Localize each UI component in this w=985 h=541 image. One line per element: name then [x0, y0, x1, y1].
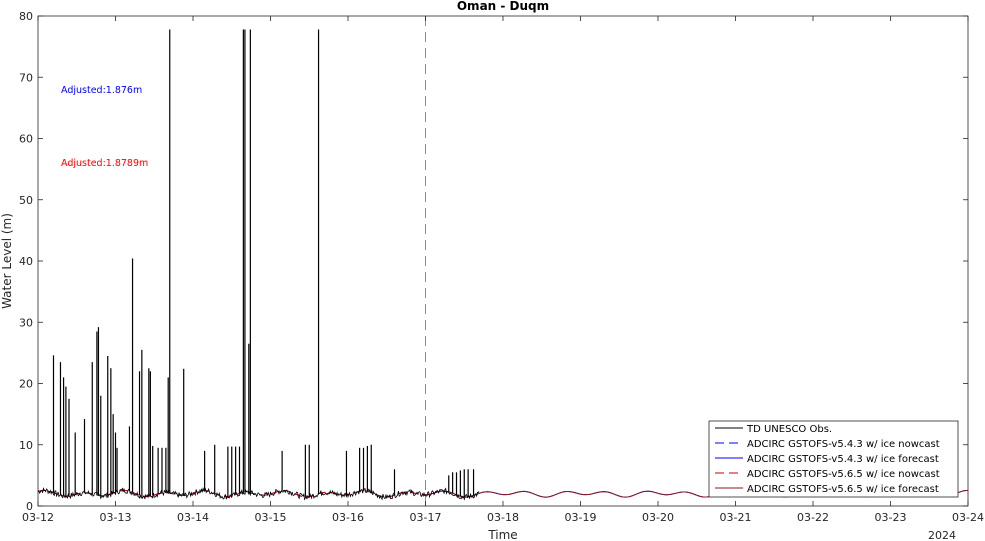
series-obs — [37, 486, 480, 501]
x-tick-label: 03-12 — [22, 511, 54, 524]
x-axis: 03-12 03-13 03-14 03-15 03-16 03-17 03-18 03-19… — [22, 16, 984, 524]
x-tick-label: 03-14 — [177, 511, 209, 524]
chart-title: Oman - Duqm — [457, 0, 549, 13]
legend-label-v565-nowcast: ADCIRC GSTOFS-v5.6.5 w/ ice nowcast — [747, 469, 940, 480]
adjusted-annotation-blue: Adjusted:1.876m — [61, 85, 142, 96]
y-tick-label: 60 — [19, 133, 33, 146]
x-tick-label: 03-18 — [487, 511, 519, 524]
x-tick-label: 03-24 — [952, 511, 984, 524]
legend-label-v543-forecast: ADCIRC GSTOFS-v5.4.3 w/ ice forecast — [747, 454, 939, 465]
y-tick-label: 50 — [19, 194, 33, 207]
x-tick-label: 03-23 — [875, 511, 907, 524]
legend: TD UNESCO Obs. ADCIRC GSTOFS-v5.4.3 w/ i… — [708, 420, 959, 498]
legend-entry-obs: TD UNESCO Obs. — [715, 424, 832, 435]
x-tick-label: 03-19 — [565, 511, 597, 524]
legend-entry-v565-forecast: ADCIRC GSTOFS-v5.6.5 w/ ice forecast — [715, 484, 939, 495]
legend-label-v565-forecast: ADCIRC GSTOFS-v5.6.5 w/ ice forecast — [747, 484, 939, 495]
adjusted-annotation-red: Adjusted:1.8789m — [61, 158, 148, 169]
year-label: 2024 — [928, 529, 956, 541]
x-tick-label: 03-20 — [642, 511, 674, 524]
legend-entry-v543-nowcast: ADCIRC GSTOFS-v5.4.3 w/ ice nowcast — [715, 439, 940, 450]
x-tick-label: 03-15 — [255, 511, 287, 524]
legend-label-obs: TD UNESCO Obs. — [746, 424, 832, 435]
legend-entry-v565-nowcast: ADCIRC GSTOFS-v5.6.5 w/ ice nowcast — [715, 469, 940, 480]
legend-box — [708, 420, 959, 498]
y-tick-label: 20 — [19, 378, 33, 391]
legend-label-v543-nowcast: ADCIRC GSTOFS-v5.4.3 w/ ice nowcast — [747, 439, 940, 450]
x-tick-label: 03-13 — [100, 511, 132, 524]
y-tick-label: 80 — [19, 10, 33, 23]
y-tick-label: 70 — [19, 71, 33, 84]
x-tick-label: 03-22 — [797, 511, 829, 524]
series-layer — [37, 16, 968, 506]
x-tick-label: 03-21 — [720, 511, 752, 524]
y-tick-label: 0 — [26, 500, 33, 513]
x-tick-label: 03-17 — [410, 511, 442, 524]
y-axis: 0 10 20 30 40 50 60 70 80 — [19, 10, 968, 513]
legend-entry-v543-forecast: ADCIRC GSTOFS-v5.4.3 w/ ice forecast — [715, 454, 939, 465]
x-tick-label: 03-16 — [332, 511, 364, 524]
y-tick-label: 40 — [19, 255, 33, 268]
x-axis-label: Time — [487, 528, 517, 541]
y-tick-label: 30 — [19, 316, 33, 329]
y-axis-label: Water Level (m) — [0, 213, 14, 309]
y-tick-label: 10 — [19, 439, 33, 452]
